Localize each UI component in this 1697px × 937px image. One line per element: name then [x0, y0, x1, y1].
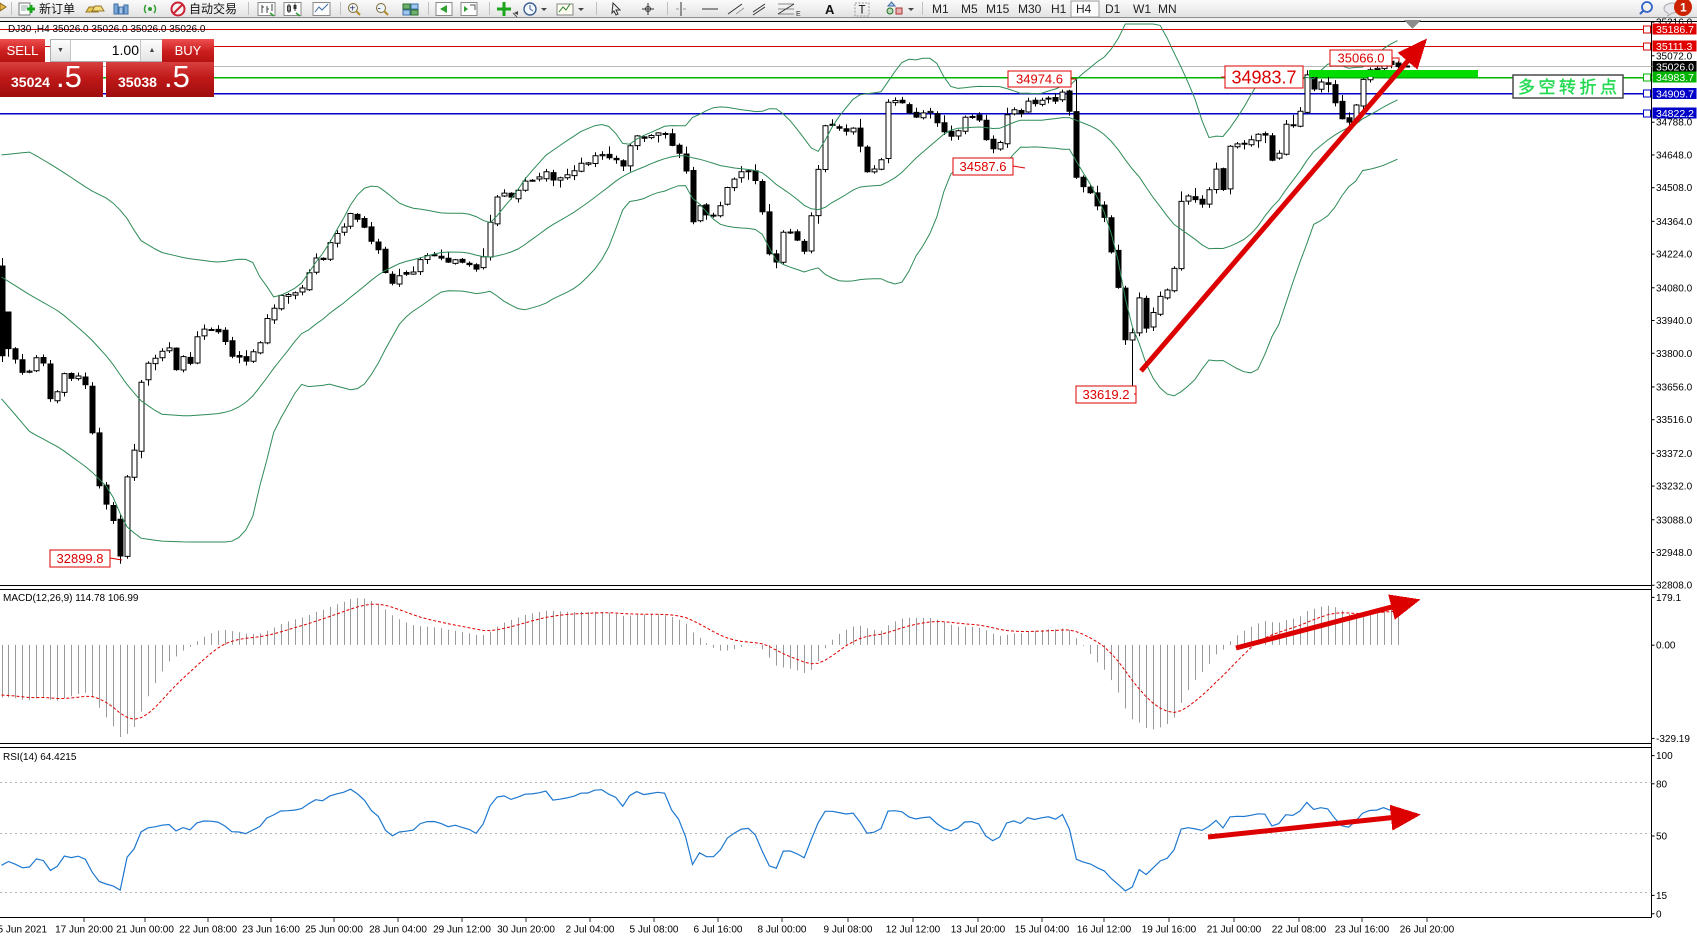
svg-text:33372.0: 33372.0	[1656, 449, 1693, 460]
svg-text:2 Jul 04:00: 2 Jul 04:00	[566, 925, 615, 936]
svg-text:新订单: 新订单	[39, 1, 75, 16]
svg-text:34587.6: 34587.6	[960, 159, 1007, 174]
svg-text:34983.7: 34983.7	[1656, 72, 1694, 84]
svg-text:33088.0: 33088.0	[1656, 515, 1693, 526]
svg-text:23 Jun 16:00: 23 Jun 16:00	[242, 925, 300, 936]
svg-text:12 Jul 12:00: 12 Jul 12:00	[886, 925, 941, 936]
svg-text:6 Jul 16:00: 6 Jul 16:00	[694, 925, 743, 936]
svg-text:34822.2: 34822.2	[1656, 108, 1694, 120]
svg-text:35026.0: 35026.0	[1656, 61, 1694, 73]
svg-text:34788.0: 34788.0	[1656, 118, 1693, 129]
svg-text:34080.0: 34080.0	[1656, 283, 1693, 294]
svg-text:多空转折点: 多空转折点	[1518, 78, 1621, 97]
svg-text:8 Jul 00:00: 8 Jul 00:00	[758, 925, 807, 936]
svg-text:A: A	[825, 2, 835, 17]
svg-text:34974.6: 34974.6	[1016, 72, 1063, 87]
svg-text:34983.7: 34983.7	[1231, 67, 1296, 87]
svg-text:T: T	[859, 5, 866, 17]
svg-text:M30: M30	[1018, 2, 1042, 16]
svg-text:MACD(12,26,9) 114.78 106.99: MACD(12,26,9) 114.78 106.99	[3, 593, 139, 604]
svg-text:M15: M15	[986, 2, 1010, 16]
svg-text:D1: D1	[1105, 2, 1121, 16]
svg-text:26 Jul 20:00: 26 Jul 20:00	[1400, 925, 1455, 936]
svg-text:1: 1	[1680, 1, 1687, 15]
svg-text:M5: M5	[961, 2, 978, 16]
svg-text:35111.3: 35111.3	[1656, 41, 1693, 53]
svg-text:19 Jul 16:00: 19 Jul 16:00	[1142, 925, 1197, 936]
svg-text:9 Jul 08:00: 9 Jul 08:00	[824, 925, 873, 936]
svg-text:RSI(14) 64.4215: RSI(14) 64.4215	[3, 752, 77, 763]
svg-text:179.1: 179.1	[1656, 593, 1681, 604]
svg-text:32808.0: 32808.0	[1656, 581, 1693, 592]
svg-text:35216.0: 35216.0	[1656, 18, 1693, 29]
svg-text:34224.0: 34224.0	[1656, 250, 1693, 261]
svg-text:35066.0: 35066.0	[1338, 51, 1385, 66]
svg-text:32899.8: 32899.8	[57, 551, 104, 566]
svg-text:25 Jun 00:00: 25 Jun 00:00	[305, 925, 363, 936]
svg-text:MN: MN	[1158, 2, 1177, 16]
svg-text:34909.7: 34909.7	[1656, 88, 1694, 100]
svg-text:+: +	[350, 4, 356, 15]
svg-text:33940.0: 33940.0	[1656, 316, 1693, 327]
svg-text:5 Jul 08:00: 5 Jul 08:00	[630, 925, 679, 936]
svg-text:17 Jun 20:00: 17 Jun 20:00	[55, 925, 113, 936]
svg-text:自动交易: 自动交易	[189, 1, 237, 16]
svg-text:33656.0: 33656.0	[1656, 382, 1693, 393]
svg-text:33800.0: 33800.0	[1656, 349, 1693, 360]
svg-text:23 Jul 16:00: 23 Jul 16:00	[1335, 925, 1390, 936]
svg-text:34508.0: 34508.0	[1656, 183, 1693, 194]
svg-text:33232.0: 33232.0	[1656, 482, 1693, 493]
svg-text:0.00: 0.00	[1656, 641, 1676, 652]
svg-text:32948.0: 32948.0	[1656, 548, 1693, 559]
svg-text:33516.0: 33516.0	[1656, 415, 1693, 426]
svg-text:22 Jul 08:00: 22 Jul 08:00	[1272, 925, 1327, 936]
svg-text:21 Jun 00:00: 21 Jun 00:00	[116, 925, 174, 936]
svg-text:-: -	[378, 4, 381, 15]
svg-text:H4: H4	[1076, 2, 1092, 16]
svg-text:E: E	[796, 11, 801, 18]
svg-text:34648.0: 34648.0	[1656, 150, 1693, 161]
svg-text:多空转折点: 多空转折点	[1518, 78, 1621, 97]
svg-text:M1: M1	[932, 2, 949, 16]
svg-text:29 Jun 12:00: 29 Jun 12:00	[433, 925, 491, 936]
svg-text:-329.19: -329.19	[1656, 734, 1690, 745]
svg-text:28 Jun 04:00: 28 Jun 04:00	[369, 925, 427, 936]
svg-text:DJ30 ,H4 35026.0 35026.0 3502: DJ30 ,H4 35026.0 35026.0 35026.0 35026.0	[8, 24, 206, 35]
svg-text:15 Jun 2021: 15 Jun 2021	[0, 925, 47, 936]
svg-text:H1: H1	[1051, 2, 1067, 16]
svg-text:21 Jul 00:00: 21 Jul 00:00	[1207, 925, 1262, 936]
svg-text:34364.0: 34364.0	[1656, 217, 1693, 228]
svg-text:0: 0	[1656, 909, 1662, 920]
svg-text:33619.2: 33619.2	[1083, 387, 1130, 402]
svg-text:16 Jul 12:00: 16 Jul 12:00	[1077, 925, 1132, 936]
svg-text:30 Jun 20:00: 30 Jun 20:00	[497, 925, 555, 936]
svg-text:W1: W1	[1133, 2, 1151, 16]
svg-text:13 Jul 20:00: 13 Jul 20:00	[951, 925, 1006, 936]
svg-text:100: 100	[1656, 751, 1673, 762]
svg-text:22 Jun 08:00: 22 Jun 08:00	[179, 925, 237, 936]
svg-text:50: 50	[1656, 832, 1668, 843]
svg-text:35072.0: 35072.0	[1656, 51, 1693, 62]
svg-text:80: 80	[1656, 779, 1668, 790]
svg-text:15 Jul 04:00: 15 Jul 04:00	[1015, 925, 1070, 936]
svg-text:15: 15	[1656, 891, 1668, 902]
svg-text:35186.7: 35186.7	[1656, 24, 1694, 36]
